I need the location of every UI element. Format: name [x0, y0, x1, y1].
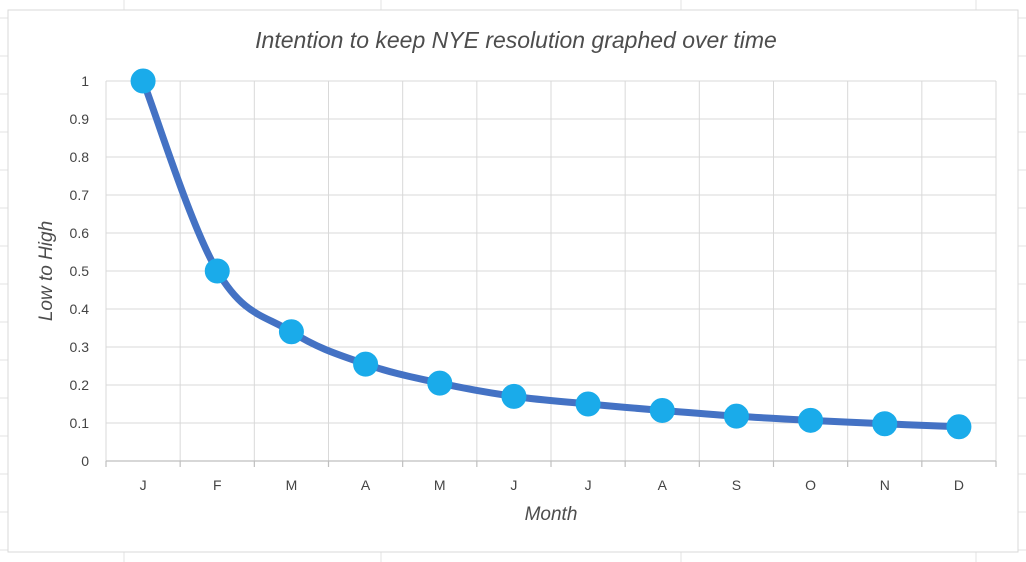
x-tick-label: F: [213, 477, 222, 493]
y-axis-title: Low to High: [36, 221, 57, 321]
x-tick-label: J: [585, 477, 592, 493]
data-point: [130, 68, 156, 94]
y-tick-label: 0.8: [70, 149, 90, 165]
x-tick-label: S: [732, 477, 741, 493]
data-point: [649, 397, 675, 423]
x-tick-label: A: [361, 477, 371, 493]
x-tick-label: J: [510, 477, 517, 493]
y-tick-label: 0.2: [70, 377, 90, 393]
data-point: [723, 403, 749, 429]
y-tick-label: 0.7: [70, 187, 90, 203]
y-tick-label: 0.6: [70, 225, 90, 241]
chart-frame: [7, 9, 1019, 553]
data-point: [501, 383, 527, 409]
y-axis: 0 0.1 0.2 0.3 0.4 0.5 0.6 0.7 0.8 0.9 1: [70, 73, 90, 469]
x-tick-label: O: [805, 477, 816, 493]
y-tick-label: 0: [81, 453, 89, 469]
y-tick-label: 0.5: [70, 263, 90, 279]
x-tick-label: J: [140, 477, 147, 493]
data-point: [278, 319, 304, 345]
data-point: [427, 370, 453, 396]
chart-title: Intention to keep NYE resolution graphed…: [255, 27, 777, 53]
y-tick-label: 0.1: [70, 415, 90, 431]
x-tick-label: A: [658, 477, 668, 493]
data-point: [575, 391, 601, 417]
x-tick-label: M: [286, 477, 298, 493]
data-point: [204, 258, 230, 284]
x-tick-label: M: [434, 477, 446, 493]
data-point: [946, 414, 972, 440]
data-markers: [130, 68, 972, 440]
y-tick-label: 0.3: [70, 339, 90, 355]
y-tick-label: 1: [81, 73, 89, 89]
data-point: [353, 351, 379, 377]
y-tick-label: 0.9: [70, 111, 90, 127]
y-tick-label: 0.4: [70, 301, 90, 317]
data-point: [798, 407, 824, 433]
x-axis-title: Month: [525, 504, 578, 525]
x-tick-label: D: [954, 477, 964, 493]
x-tick-label: N: [880, 477, 890, 493]
data-point: [872, 411, 898, 437]
